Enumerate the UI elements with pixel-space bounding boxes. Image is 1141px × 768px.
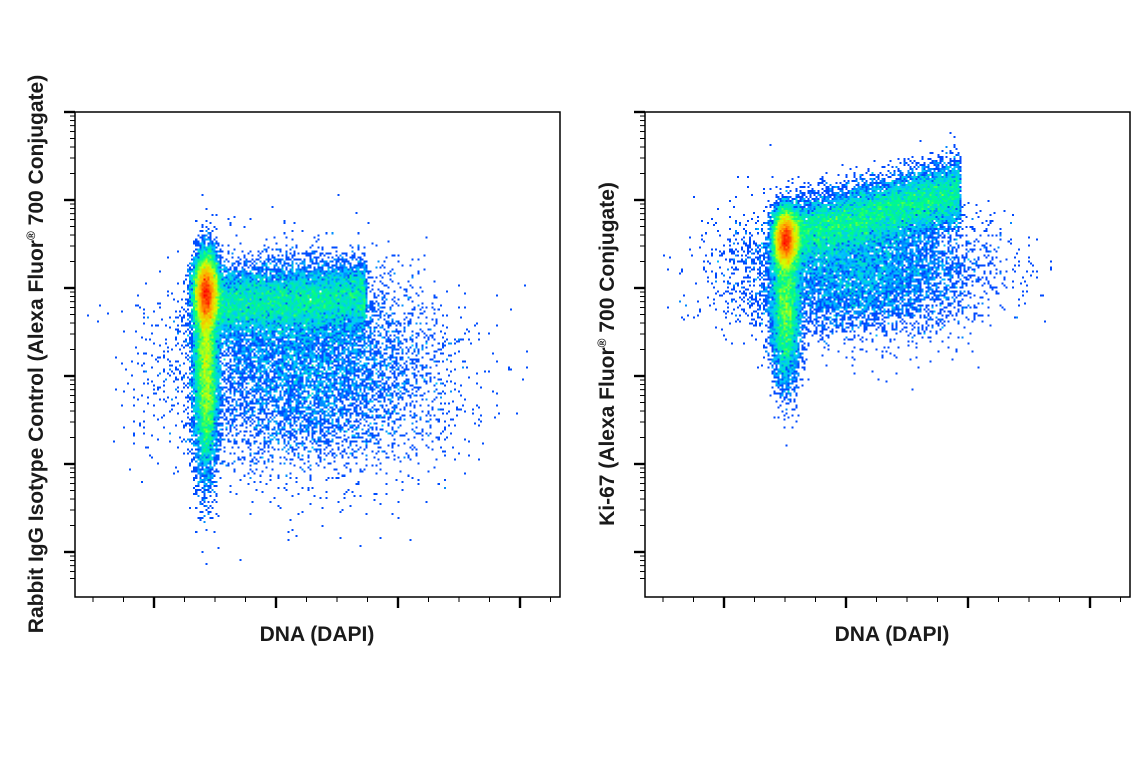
left-y-axis-ticks bbox=[64, 110, 75, 579]
right-density-plot bbox=[645, 112, 1130, 597]
left-density-plot bbox=[75, 112, 560, 597]
left-x-axis-label: DNA (DAPI) bbox=[260, 623, 375, 646]
left-y-axis-label: Rabbit IgG Isotype Control (Alexa Fluor®… bbox=[24, 75, 48, 633]
right-x-axis-label: DNA (DAPI) bbox=[835, 623, 950, 646]
right-panel: DNA (DAPI) Ki-67 (Alexa Fluor® 700 Conju… bbox=[595, 110, 1131, 646]
left-panel: DNA (DAPI) Rabbit IgG Isotype Control (A… bbox=[24, 75, 561, 646]
right-y-axis-ticks bbox=[634, 110, 645, 579]
right-x-axis-ticks bbox=[662, 597, 1121, 608]
left-x-axis-ticks bbox=[92, 597, 551, 608]
right-y-axis-label: Ki-67 (Alexa Fluor® 700 Conjugate) bbox=[595, 182, 619, 526]
